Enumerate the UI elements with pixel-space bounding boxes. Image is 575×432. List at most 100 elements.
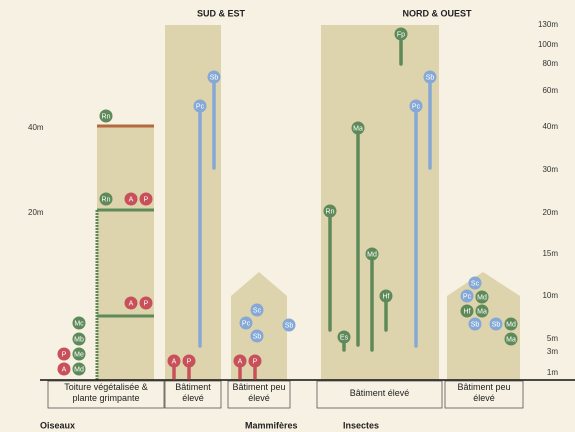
- species-code: Sb: [285, 322, 294, 329]
- species-code: Md: [367, 251, 377, 258]
- species-code: Md: [477, 294, 487, 301]
- species-code: P: [253, 358, 258, 365]
- species-code: P: [144, 196, 149, 203]
- species-marker: [468, 317, 482, 331]
- species-marker: [468, 276, 482, 290]
- axis-label: 30m: [542, 165, 558, 174]
- label-box: [227, 380, 291, 409]
- building-label: Bâtiment élevé: [175, 382, 211, 403]
- species-code: Rn: [102, 196, 111, 203]
- species-marker: [379, 289, 393, 303]
- species-marker: [57, 347, 71, 361]
- species-marker: [99, 109, 113, 123]
- species-marker: [57, 362, 71, 376]
- low-building: [231, 272, 287, 380]
- species-marker: [248, 354, 262, 368]
- species-code: Rn: [326, 208, 335, 215]
- species-marker: [250, 303, 264, 317]
- header: SUD & EST: [197, 8, 246, 18]
- species-marker: [460, 304, 474, 318]
- species-code: A: [62, 366, 67, 373]
- legend-label: Mammifères: [245, 420, 298, 430]
- axis-label: 5m: [547, 334, 558, 343]
- axis-label: 20m: [542, 208, 558, 217]
- axis-label: 3m: [547, 347, 558, 356]
- species-code: A: [129, 196, 134, 203]
- species-code: Fp: [397, 31, 405, 38]
- axis-label: 100m: [538, 40, 558, 49]
- species-code: Pc: [242, 320, 251, 327]
- legend-label: Oiseaux: [40, 420, 75, 430]
- building-label: Bâtiment peu élevé: [232, 382, 285, 403]
- species-marker: [182, 354, 196, 368]
- species-marker: [233, 354, 247, 368]
- tall-building: [321, 25, 439, 380]
- species-marker: [250, 329, 264, 343]
- species-code: A: [129, 300, 134, 307]
- species-code: P: [187, 358, 192, 365]
- species-marker: [99, 192, 113, 206]
- species-marker: [139, 296, 153, 310]
- species-code: Rn: [102, 113, 111, 120]
- species-code: P: [144, 300, 149, 307]
- species-marker: [72, 316, 86, 330]
- species-marker: [351, 121, 365, 135]
- species-code: Sc: [253, 307, 262, 314]
- species-code: Pc: [463, 293, 472, 300]
- species-marker: [72, 332, 86, 346]
- species-marker: [124, 192, 138, 206]
- axis-label: 15m: [542, 249, 558, 258]
- axis-label: 20m: [28, 208, 44, 217]
- species-marker: [504, 332, 518, 346]
- species-marker: [323, 204, 337, 218]
- species-marker: [239, 316, 253, 330]
- green-roof-building: [97, 126, 154, 380]
- species-code: Mc: [74, 320, 84, 327]
- label-box: [444, 380, 524, 409]
- species-code: Sb: [492, 321, 501, 328]
- building-label: Bâtiment peu élevé: [457, 382, 510, 403]
- species-code: Ma: [506, 336, 516, 343]
- species-code: Mb: [74, 336, 84, 343]
- species-code: Pc: [196, 103, 205, 110]
- species-code: Sb: [210, 74, 219, 81]
- species-code: Ma: [477, 308, 487, 315]
- species-marker: [72, 347, 86, 361]
- species-marker: [504, 317, 518, 331]
- species-marker: [475, 304, 489, 318]
- species-code: A: [172, 358, 177, 365]
- species-code: Me: [74, 351, 84, 358]
- axis-label: 40m: [28, 123, 44, 132]
- header: NORD & OUEST: [402, 8, 472, 18]
- species-code: Md: [74, 366, 84, 373]
- species-marker: [72, 362, 86, 376]
- species-marker: [139, 192, 153, 206]
- label-box: [316, 380, 443, 409]
- species-marker: [460, 289, 474, 303]
- species-marker: [337, 330, 351, 344]
- label-box: [164, 380, 222, 409]
- building-label: Bâtiment élevé: [350, 388, 410, 398]
- axis-label: 130m: [538, 20, 558, 29]
- species-marker: [394, 27, 408, 41]
- species-marker: [167, 354, 181, 368]
- axis-label: 10m: [542, 291, 558, 300]
- species-code: Sb: [253, 333, 262, 340]
- axis-label: 40m: [542, 122, 558, 131]
- species-code: Ma: [353, 125, 363, 132]
- species-code: Md: [506, 321, 516, 328]
- legend-label: Insectes: [343, 420, 379, 430]
- species-code: Hf: [464, 308, 471, 315]
- species-code: A: [238, 358, 243, 365]
- species-marker: [489, 317, 503, 331]
- species-marker: [475, 290, 489, 304]
- species-marker: [282, 318, 296, 332]
- species-code: Sc: [471, 280, 480, 287]
- species-code: Pc: [412, 103, 421, 110]
- species-code: Es: [340, 334, 349, 341]
- species-code: Hf: [383, 293, 390, 300]
- axis-label: 60m: [542, 86, 558, 95]
- axis-label: 80m: [542, 59, 558, 68]
- species-marker: [124, 296, 138, 310]
